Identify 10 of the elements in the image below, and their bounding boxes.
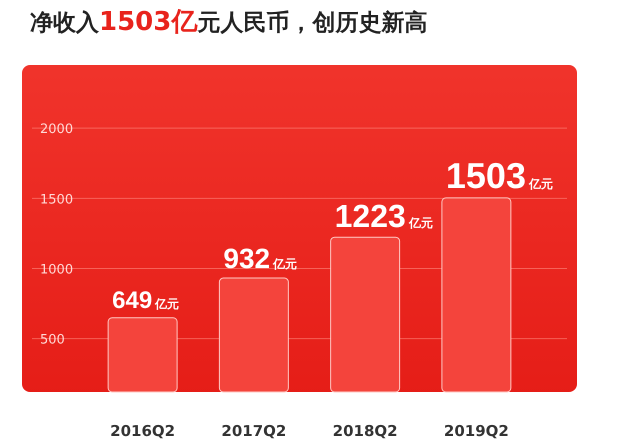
y-tick-label: 1000	[40, 262, 74, 278]
y-tick-label: 500	[40, 332, 65, 348]
x-tick-label: 2016Q2	[110, 422, 176, 440]
data-label: 649亿元	[112, 286, 180, 314]
y-tick-label: 1500	[40, 192, 74, 208]
chart-title: 净收入1503亿元人民币，创历史新高	[30, 7, 428, 37]
x-tick-label: 2018Q2	[332, 422, 398, 440]
y-tick-label: 2000	[40, 122, 74, 138]
x-tick-label: 2017Q2	[221, 422, 286, 440]
x-tick-label: 2019Q2	[444, 422, 509, 440]
